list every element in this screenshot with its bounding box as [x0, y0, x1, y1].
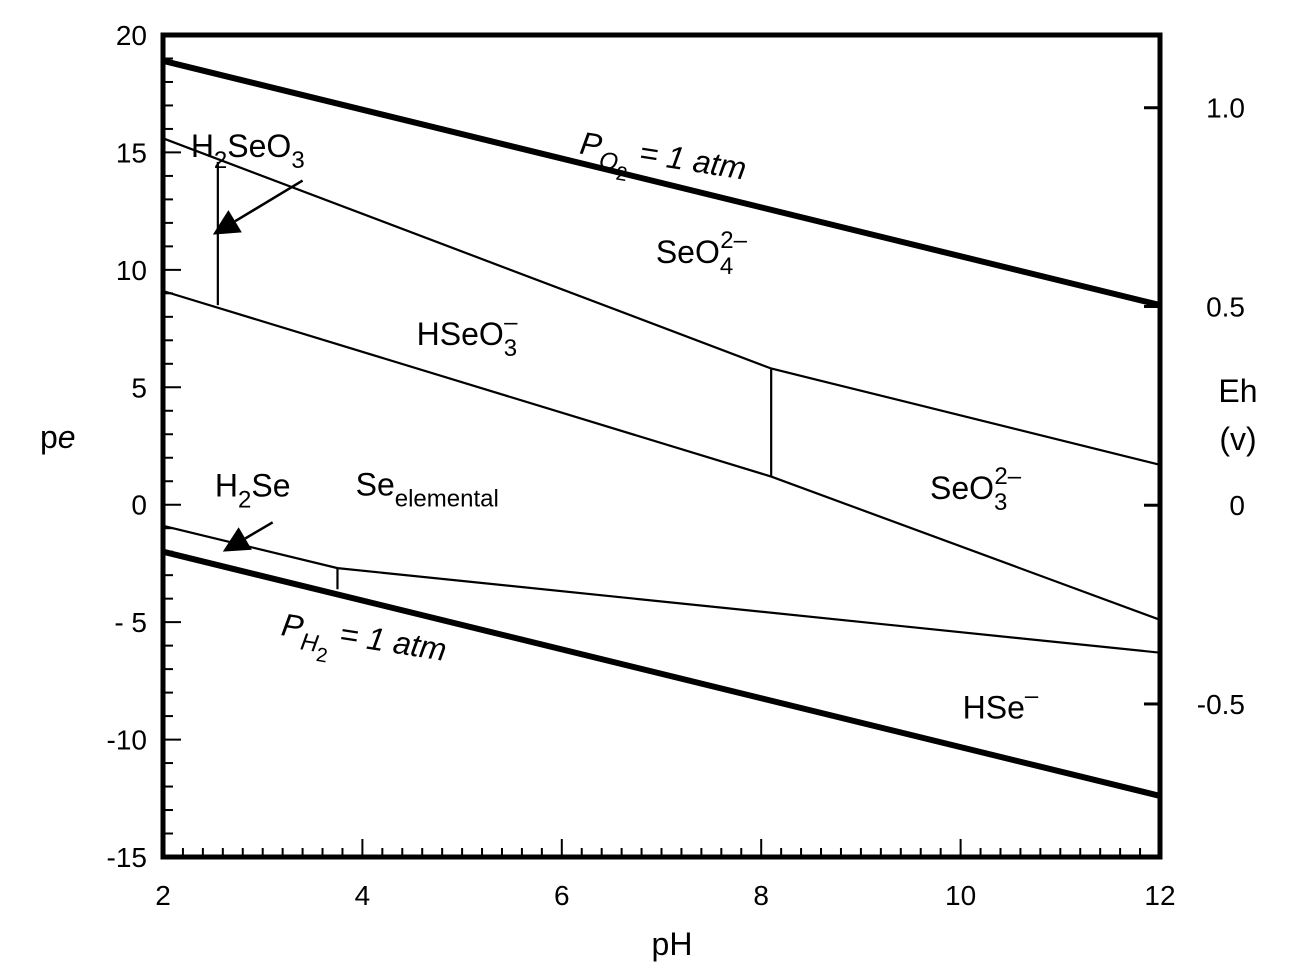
y-tick-label: -15	[107, 842, 147, 873]
region-label-h2se: H2Se	[215, 467, 291, 513]
line-label-po2: PO2 = 1 atm	[575, 125, 749, 205]
arrow-head-h2seo3-arrow	[212, 210, 242, 235]
y-tick-label: 15	[116, 137, 147, 168]
line-label-ph2-part: 2	[315, 644, 329, 667]
region-label-seo4-part: 4	[720, 253, 733, 280]
region-label-se-elemental-part: elemental	[395, 485, 499, 512]
y-tick-label: 10	[116, 255, 147, 286]
boundary-se4-se0	[162, 289, 1161, 621]
eh-axis-title-line2: (v)	[1219, 421, 1256, 457]
y-tick-label: - 5	[114, 607, 147, 638]
y-axis-title-base: p	[40, 419, 58, 455]
boundary-se6-se4	[162, 137, 1161, 466]
line-label-ph2-part: = 1 atm	[328, 614, 449, 668]
y-tick-label: 0	[131, 490, 147, 521]
x-tick-label: 10	[945, 880, 976, 911]
arrow-shaft-h2seo3-arrow	[234, 179, 304, 223]
region-label-h2seo3-part: 2	[214, 147, 227, 174]
region-label-seo4: SeO42–	[656, 227, 748, 280]
region-label-h2se-part: Se	[251, 467, 290, 503]
region-label-seo3-part: SeO	[930, 470, 994, 506]
region-label-se-elemental: Seelemental	[356, 466, 499, 512]
region-label-h2seo3-part: SeO	[227, 128, 291, 164]
region-label-h2seo3-part: 3	[291, 147, 304, 174]
arrow-head-h2se-arrow	[222, 527, 252, 552]
region-label-seo3-part: 3	[994, 489, 1007, 516]
line-label-po2-part: O	[597, 147, 620, 177]
region-label-hse-part: –	[1025, 682, 1039, 709]
x-tick-label: 8	[753, 880, 769, 911]
x-tick-label: 2	[155, 880, 171, 911]
y-tick-label: 20	[116, 20, 147, 51]
y-axis-title: pe	[40, 419, 76, 455]
x-tick-label: 4	[355, 880, 371, 911]
region-label-hseo3-part: HSeO	[417, 316, 504, 352]
region-label-hseo3-part: –	[504, 309, 518, 336]
region-label-h2seo3: H2SeO3	[191, 128, 305, 174]
line-label-po2-part: 2	[614, 163, 628, 186]
eh-tick-label: 0	[1229, 490, 1245, 521]
region-label-h2se-part: H	[215, 467, 238, 503]
eh-tick-label: 0.5	[1206, 291, 1245, 322]
arrows	[212, 179, 304, 552]
region-label-se-elemental-part: Se	[356, 466, 395, 502]
x-tick-label: 6	[554, 880, 570, 911]
line-label-ph2-part: H	[299, 628, 321, 657]
region-label-h2se-part: 2	[238, 486, 251, 513]
region-label-hse-part: HSe	[963, 689, 1025, 725]
region-label-hse: HSe–	[963, 682, 1039, 725]
region-label-hseo3-part: 3	[504, 335, 517, 362]
y-tick-label: 5	[131, 372, 147, 403]
x-axis-title: pH	[652, 926, 693, 962]
boundary-o2-line	[162, 57, 1161, 308]
eh-tick-label: 1.0	[1206, 93, 1245, 124]
region-label-seo4-part: 2–	[720, 227, 747, 254]
region-label-hseo3: HSeO3–	[417, 309, 518, 362]
region-label-seo4-part: SeO	[656, 234, 720, 270]
region-label-seo3-part: 2–	[994, 463, 1021, 490]
y-tick-label: -10	[107, 725, 147, 756]
arrow-shaft-h2se-arrow	[244, 521, 274, 540]
x-tick-label: 12	[1144, 880, 1175, 911]
eh-tick-label: -0.5	[1197, 689, 1245, 720]
y-axis-title-italic: e	[58, 419, 76, 455]
region-label-h2seo3-part: H	[191, 128, 214, 164]
region-label-seo3: SeO32–	[930, 463, 1022, 516]
ticks	[162, 34, 1161, 858]
boundary-lines	[162, 57, 1161, 799]
eh-axis-title-line1: Eh	[1218, 373, 1257, 409]
boundary-h2-line	[162, 548, 1161, 799]
